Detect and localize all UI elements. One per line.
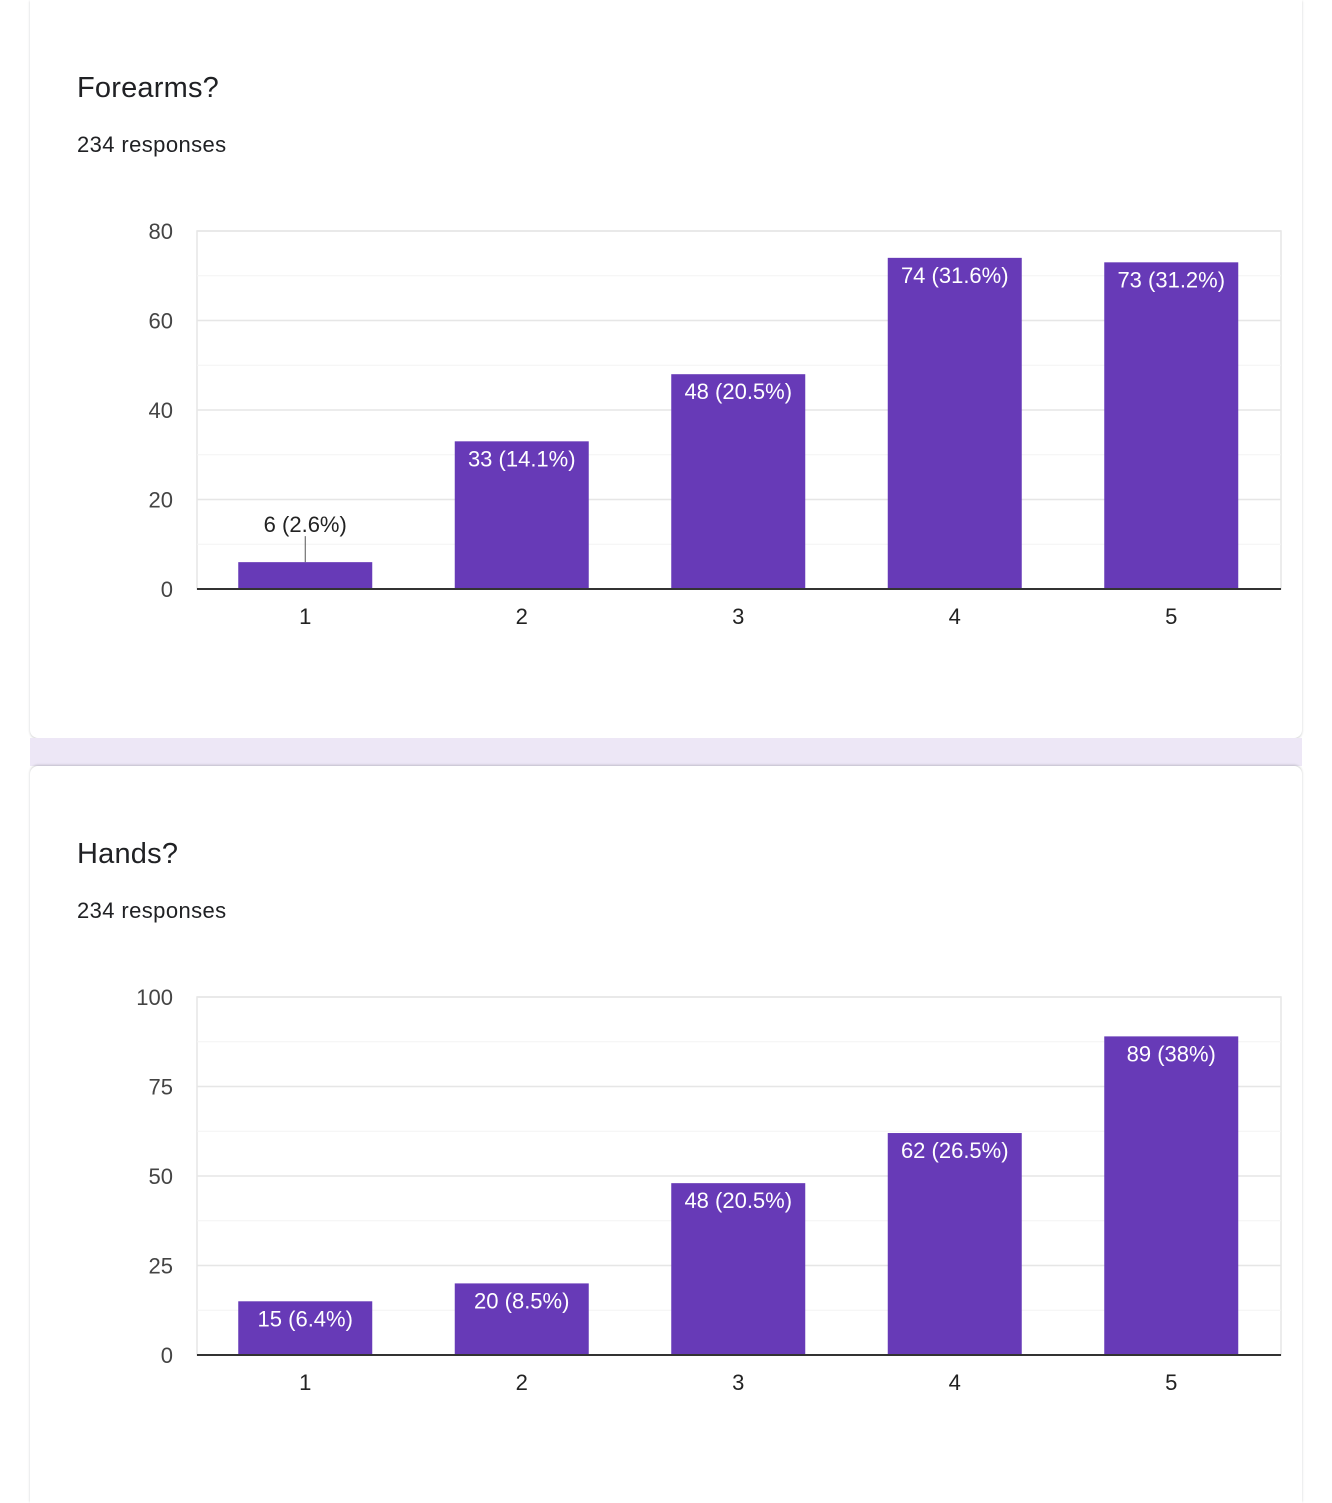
question-card-hands: Hands? 234 responses 0 25 50 75 100 15 (6.4%)… [30,766,1302,1503]
question-card-forearms: Forearms? 234 responses 0 20 40 60 80 6 (2.6%… [30,0,1302,738]
y-tick-label: 25 [149,1254,173,1279]
question-title: Hands? [77,838,179,870]
y-tick-label: 40 [149,398,173,423]
x-tick-label: 3 [732,604,744,629]
bar [671,1183,806,1355]
x-tick-label: 1 [299,604,311,629]
card-separator [30,738,1302,766]
y-tick-label: 60 [149,309,173,334]
bar [887,257,1022,589]
y-tick-label: 20 [149,488,173,513]
x-tick-label: 2 [516,604,528,629]
data-label: 48 (20.5%) [684,1188,792,1213]
data-label: 74 (31.6%) [901,263,1009,288]
bar-chart-hands: 0 25 50 75 100 15 (6.4%) 1 20 (8.5%) 2 48 (20.5%)… [136,985,1282,1395]
data-label: 15 (6.4%) [258,1306,353,1331]
question-title: Forearms? [77,72,219,104]
bar [238,562,373,589]
y-tick-label: 100 [136,985,173,1010]
x-tick-label: 4 [949,604,961,629]
bar [454,1283,589,1355]
x-tick-label: 1 [299,1370,311,1395]
y-tick-label: 0 [161,1343,173,1368]
response-count: 234 responses [77,898,227,923]
bar-chart-forearms: 0 20 40 60 80 6 (2.6%) 1 33 (14.1%) 2 48 (20.5%) 3… [149,219,1282,629]
bar [671,374,806,589]
bar [1104,1036,1239,1355]
bar [238,1301,373,1355]
y-tick-label: 0 [161,577,173,602]
data-label: 20 (8.5%) [474,1288,569,1313]
y-tick-label: 75 [149,1075,173,1100]
response-count: 234 responses [77,132,227,157]
x-tick-label: 5 [1165,1370,1177,1395]
bar [454,441,589,589]
data-label: 6 (2.6%) [264,512,347,537]
x-tick-label: 3 [732,1370,744,1395]
x-tick-label: 5 [1165,604,1177,629]
bar [1104,262,1239,589]
y-tick-label: 50 [149,1164,173,1189]
y-tick-label: 80 [149,219,173,244]
data-label: 89 (38%) [1127,1041,1216,1066]
data-label: 73 (31.2%) [1117,267,1225,292]
data-label: 62 (26.5%) [901,1138,1009,1163]
x-tick-label: 2 [516,1370,528,1395]
data-label: 48 (20.5%) [684,379,792,404]
bar [887,1133,1022,1355]
data-label: 33 (14.1%) [468,446,576,471]
x-tick-label: 4 [949,1370,961,1395]
